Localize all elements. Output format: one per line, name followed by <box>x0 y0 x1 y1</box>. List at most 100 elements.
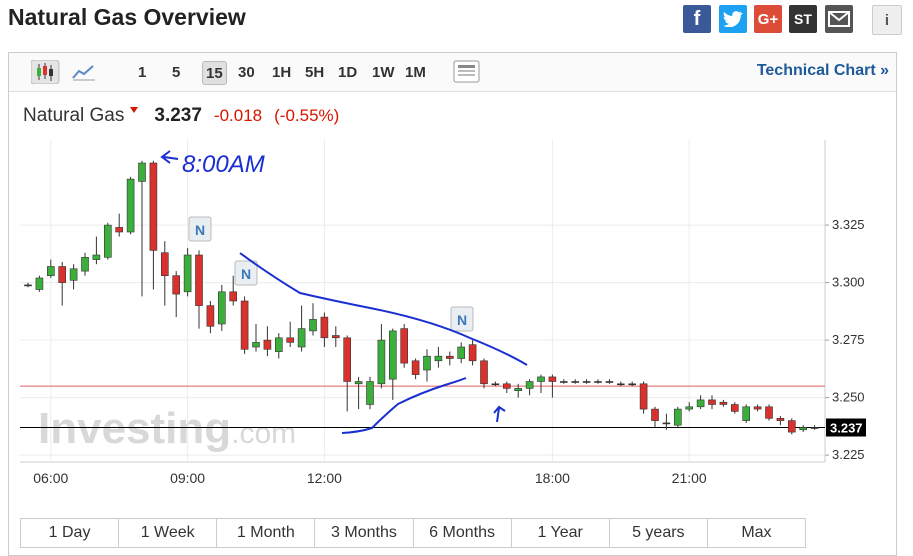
range-tab[interactable]: 1 Month <box>217 519 316 547</box>
technical-chart-link[interactable]: Technical Chart » <box>756 62 889 79</box>
page-title: Natural Gas Overview <box>8 4 246 30</box>
interval-button[interactable]: 1W <box>372 63 395 81</box>
last-price: 3.237 <box>154 105 202 126</box>
change-percent: (-0.55%) <box>274 106 340 125</box>
news-marker-label: N <box>195 222 205 238</box>
candle-body <box>411 360 420 375</box>
interval-button[interactable]: 1M <box>405 63 426 81</box>
candle-body <box>366 381 374 405</box>
range-tab[interactable]: 6 Months <box>414 519 512 547</box>
mail-icon <box>828 11 850 27</box>
candle-body <box>206 305 215 327</box>
change: -0.018 <box>213 106 263 125</box>
range-tab[interactable]: 5 years <box>610 519 708 547</box>
candle-body <box>195 254 203 306</box>
range-tab[interactable]: 1 Day <box>21 519 120 547</box>
news-marker <box>450 306 474 332</box>
range-tab[interactable]: 1 Week <box>119 519 218 547</box>
interval-button[interactable]: 30 <box>238 63 255 81</box>
candle-body <box>696 399 705 408</box>
interval-button[interactable]: 5H <box>305 63 325 81</box>
candle-body <box>104 224 112 258</box>
range-tab[interactable]: 3 Months <box>315 519 414 547</box>
range-tab[interactable]: 1 Year <box>512 519 610 547</box>
candle-body <box>354 381 363 385</box>
last-price-label: 3.237 <box>830 421 863 436</box>
line-type-button[interactable] <box>71 62 97 82</box>
range-tab[interactable]: Max <box>741 524 772 541</box>
candle-body <box>799 427 808 431</box>
x-tick-label: 06:00 <box>33 470 68 486</box>
y-tick-label: 3.300 <box>832 275 865 290</box>
candle-body <box>309 319 317 332</box>
candle-body <box>35 277 44 290</box>
google-plus-button[interactable]: G+ <box>754 5 782 33</box>
interval-button[interactable]: 1D <box>338 63 358 81</box>
candle-body <box>126 178 135 233</box>
candle-type-button[interactable] <box>31 60 61 84</box>
candle-body <box>651 408 659 421</box>
toolbar: 1 5 15 30 1H 5H 1D 1W 1M <box>9 53 896 92</box>
candle-body <box>673 408 682 426</box>
quote-line: Natural Gas 3.237 -0.018 (-0.55%) <box>23 105 339 127</box>
candle-body <box>765 406 773 419</box>
candle-body <box>172 275 180 295</box>
y-tick-label: 3.325 <box>832 217 865 232</box>
handwritten-note: 8:00AM <box>182 151 265 178</box>
candle-body <box>252 342 260 348</box>
candle-body <box>502 383 511 389</box>
trend-lower <box>341 377 467 434</box>
stocktwits-button[interactable]: ST <box>789 5 817 33</box>
range-tabs: 1 Day 1 Week 1 Month 3 Months 6 Months 1 Year… <box>20 518 806 548</box>
interval-button[interactable]: 15 <box>202 61 227 85</box>
candle-body <box>685 406 694 410</box>
watermark: Investing.com <box>38 404 296 453</box>
candle-body <box>263 339 272 350</box>
candle-body <box>46 266 55 276</box>
candle-body <box>616 383 625 386</box>
candle-body <box>742 406 751 421</box>
interval-button[interactable]: 5 <box>172 63 181 81</box>
candle-body <box>468 344 477 362</box>
facebook-button[interactable]: f <box>683 5 711 33</box>
candle-body <box>229 291 237 302</box>
candle-body <box>708 399 716 405</box>
candle-body <box>297 328 306 348</box>
candle-body <box>559 381 568 383</box>
candle-body <box>274 337 283 352</box>
candle-body <box>776 417 785 421</box>
mail-button[interactable] <box>825 5 853 33</box>
interval-button[interactable]: 1H <box>272 63 292 81</box>
candle-body <box>639 383 648 410</box>
candle-body <box>388 330 397 380</box>
candle-body <box>183 254 192 293</box>
info-button[interactable]: i <box>872 5 902 35</box>
candle-body <box>377 339 386 385</box>
pointer-arrow <box>493 405 506 423</box>
watermark-brand: Investing <box>38 404 231 453</box>
settings-button[interactable] <box>453 60 481 84</box>
candle-body <box>161 252 169 276</box>
down-arrow <box>130 107 139 113</box>
candle-body <box>787 420 796 433</box>
candle-body <box>605 381 614 383</box>
twitter-icon <box>723 11 743 27</box>
candle-body <box>400 328 409 364</box>
interval-button[interactable]: 1 <box>138 63 147 81</box>
y-tick-label: 3.275 <box>832 332 865 347</box>
candle-body <box>81 256 89 272</box>
note-arrow <box>160 150 179 164</box>
candle-body <box>343 337 352 382</box>
candle-body <box>537 376 545 382</box>
x-tick-label: 21:00 <box>672 470 707 486</box>
candle-body <box>69 268 78 281</box>
y-tick-label: 3.225 <box>832 447 865 462</box>
x-tick-label: 18:00 <box>535 470 570 486</box>
candle-body <box>24 284 32 287</box>
candle-body <box>730 404 739 412</box>
candle-body <box>58 266 67 283</box>
twitter-button[interactable] <box>719 5 747 33</box>
candle-body <box>149 162 158 251</box>
chart: Investing.com 3.225 3.250 3.275 3.300 3.325 06… <box>20 140 866 486</box>
